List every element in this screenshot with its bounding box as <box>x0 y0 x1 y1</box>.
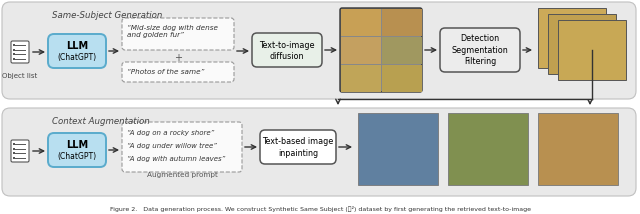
Bar <box>382 37 422 64</box>
Bar <box>13 143 15 145</box>
Bar <box>448 113 528 185</box>
Text: (ChatGPT): (ChatGPT) <box>58 152 97 160</box>
Text: Same-Subject Generation: Same-Subject Generation <box>52 11 163 20</box>
FancyBboxPatch shape <box>340 8 422 92</box>
Bar <box>13 53 15 55</box>
Text: LLM: LLM <box>66 140 88 150</box>
Bar <box>13 49 15 51</box>
FancyBboxPatch shape <box>252 33 322 67</box>
Bar <box>358 113 438 185</box>
Text: Context Augmentation: Context Augmentation <box>52 117 150 126</box>
Text: inpainting: inpainting <box>278 149 318 158</box>
Bar <box>558 20 626 80</box>
Text: Object list: Object list <box>3 73 38 79</box>
Bar <box>341 37 381 64</box>
Bar <box>341 9 381 36</box>
FancyBboxPatch shape <box>2 2 636 99</box>
FancyBboxPatch shape <box>122 62 234 82</box>
Text: Augmented prompt: Augmented prompt <box>147 172 218 178</box>
FancyBboxPatch shape <box>122 18 234 50</box>
Bar <box>13 147 15 150</box>
Text: Figure 2.   Data generation process. We construct Synthetic Same Subject (𝑴²) da: Figure 2. Data generation process. We co… <box>109 206 531 212</box>
Text: Segmentation: Segmentation <box>452 46 508 55</box>
Text: +: + <box>174 53 182 63</box>
Bar <box>13 58 15 59</box>
Text: “Photos of the same”: “Photos of the same” <box>127 69 204 75</box>
Bar <box>13 44 15 46</box>
Text: “Mid-size dog with dense
and golden fur”: “Mid-size dog with dense and golden fur” <box>127 25 218 38</box>
FancyBboxPatch shape <box>260 130 336 164</box>
FancyBboxPatch shape <box>2 108 636 196</box>
Bar <box>341 65 381 92</box>
Text: “A dog under willow tree”: “A dog under willow tree” <box>127 143 217 149</box>
Text: LLM: LLM <box>66 41 88 51</box>
FancyBboxPatch shape <box>122 122 242 172</box>
FancyBboxPatch shape <box>440 28 520 72</box>
Bar <box>538 8 606 68</box>
Bar <box>382 9 422 36</box>
Bar <box>13 152 15 154</box>
Text: Detection: Detection <box>460 34 500 43</box>
Text: diffusion: diffusion <box>269 52 304 61</box>
Text: Text-based image: Text-based image <box>262 138 333 147</box>
Bar <box>548 14 616 74</box>
Text: “A dog with autumn leaves”: “A dog with autumn leaves” <box>127 156 225 162</box>
Text: “A dog on a rocky shore”: “A dog on a rocky shore” <box>127 130 214 136</box>
Text: (ChatGPT): (ChatGPT) <box>58 52 97 61</box>
Bar <box>538 113 618 185</box>
FancyBboxPatch shape <box>48 133 106 167</box>
Text: Text-to-image: Text-to-image <box>259 40 315 49</box>
Text: Filtering: Filtering <box>464 56 496 65</box>
Bar <box>382 65 422 92</box>
Bar <box>13 156 15 159</box>
FancyBboxPatch shape <box>11 41 29 63</box>
FancyBboxPatch shape <box>48 34 106 68</box>
FancyBboxPatch shape <box>11 140 29 162</box>
